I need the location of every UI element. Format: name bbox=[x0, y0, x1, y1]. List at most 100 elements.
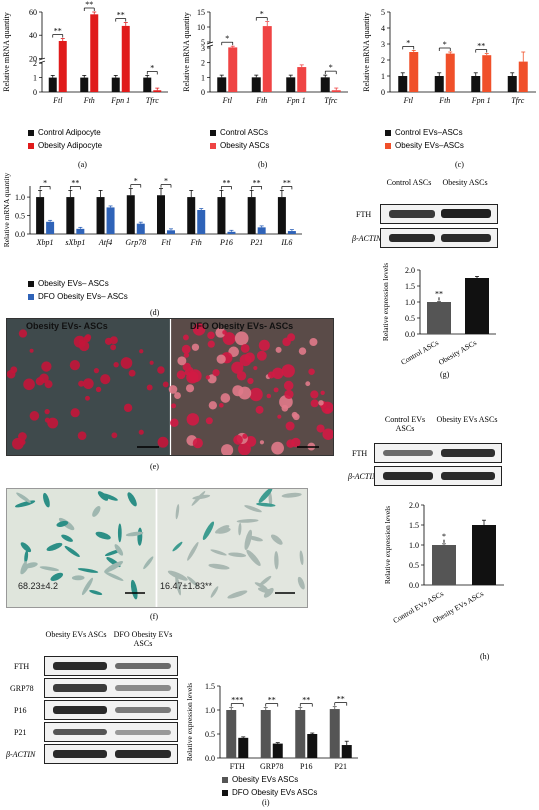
blot-i-actin-strip bbox=[44, 744, 178, 764]
y-axis-title: Relative mRNA quantity bbox=[2, 12, 11, 92]
band bbox=[441, 449, 495, 457]
senescent-cell bbox=[43, 492, 50, 508]
panel-label-b: (b) bbox=[258, 160, 268, 169]
bar bbox=[238, 737, 249, 758]
panel-label-e: (e) bbox=[150, 462, 159, 471]
lipid-droplet bbox=[275, 346, 282, 353]
legend-label: Control EVs–ASCs bbox=[395, 128, 463, 137]
y-tick-label: 2 bbox=[381, 56, 385, 65]
lipid-droplet bbox=[266, 393, 272, 399]
bar bbox=[96, 197, 105, 234]
senescent-cell bbox=[20, 542, 32, 553]
lipid-droplet bbox=[277, 414, 282, 419]
cell bbox=[254, 582, 268, 590]
significance-marker: * bbox=[260, 10, 264, 19]
bar bbox=[445, 53, 455, 92]
y-tick-label: 0.0 bbox=[15, 230, 25, 239]
y-tick-label: 3 bbox=[201, 44, 205, 53]
lipid-droplet bbox=[123, 403, 133, 413]
lipid-droplet bbox=[234, 331, 249, 346]
bar bbox=[143, 77, 152, 92]
blot-i-grp78-strip bbox=[44, 678, 178, 698]
lipid-droplet bbox=[273, 387, 279, 393]
x-tick-label: Control ASCs bbox=[399, 338, 440, 367]
blot-g-row1: FTH bbox=[356, 210, 372, 219]
x-tick-label: Ftl bbox=[403, 96, 414, 105]
cell bbox=[187, 542, 199, 561]
lipid-droplet bbox=[149, 360, 154, 365]
sa-bgal-micrograph bbox=[6, 488, 308, 608]
legend-a-obesity: Obesity Adipocyte bbox=[28, 141, 102, 150]
swatch bbox=[28, 142, 34, 149]
swatch bbox=[385, 129, 391, 136]
blot-h-actin-strip bbox=[374, 466, 502, 486]
cell bbox=[187, 576, 199, 587]
bar bbox=[48, 77, 57, 92]
legend-c-control: Control EVs–ASCs bbox=[385, 128, 463, 137]
axis-break bbox=[207, 43, 213, 46]
lipid-droplet bbox=[322, 428, 333, 440]
senescent-cell bbox=[61, 534, 73, 542]
cell bbox=[256, 502, 276, 507]
significance-marker: ** bbox=[337, 695, 345, 704]
band bbox=[383, 472, 433, 480]
panel-label-h: (h) bbox=[480, 652, 490, 661]
lipid-droplet bbox=[104, 337, 113, 345]
cell bbox=[227, 590, 248, 599]
senescent-cell bbox=[114, 544, 124, 556]
y-tick-label: 20 bbox=[29, 54, 37, 63]
blot-i-row-p21: P21 bbox=[14, 728, 27, 737]
bar bbox=[297, 67, 307, 92]
bar bbox=[217, 77, 227, 92]
bar bbox=[287, 231, 296, 234]
blot-i-fth-strip bbox=[44, 656, 178, 676]
lipid-droplet bbox=[44, 409, 50, 415]
y-tick-label: 0.5 bbox=[205, 730, 215, 739]
y-tick-label: 0 bbox=[201, 88, 205, 97]
x-tick-label: sXbp1 bbox=[65, 238, 85, 247]
senescent-cell bbox=[81, 577, 94, 596]
x-tick-label: P16 bbox=[219, 238, 233, 247]
x-tick-label: P16 bbox=[300, 762, 312, 771]
blot-h-row2: β-ACTIN bbox=[348, 472, 378, 481]
x-tick-label: Grp78 bbox=[125, 238, 146, 247]
lipid-droplet bbox=[83, 335, 91, 343]
y-tick-label: 15 bbox=[197, 8, 205, 17]
cell bbox=[228, 552, 247, 558]
lipid-droplet bbox=[78, 380, 85, 387]
bar bbox=[90, 14, 99, 92]
micro-right-bg bbox=[171, 319, 333, 455]
bar bbox=[471, 76, 481, 92]
swatch bbox=[28, 129, 34, 136]
bar bbox=[251, 77, 261, 92]
legend-i-dfo: DFO Obesity EVs ASCs bbox=[222, 788, 317, 797]
bar bbox=[76, 228, 85, 234]
y-tick-label: 0 bbox=[381, 88, 385, 97]
x-tick-label: Ftl bbox=[222, 96, 233, 105]
significance-marker: * bbox=[442, 532, 446, 541]
y-tick-label: 1 bbox=[33, 74, 37, 83]
bar bbox=[121, 25, 130, 93]
cell bbox=[299, 550, 304, 566]
bar bbox=[226, 710, 237, 758]
lipid-droplet bbox=[207, 340, 215, 348]
swatch bbox=[385, 142, 391, 149]
bar bbox=[482, 55, 492, 92]
cell bbox=[192, 494, 211, 500]
lipid-droplet bbox=[287, 333, 296, 342]
lipid-droplet bbox=[272, 367, 284, 380]
lipid-droplet bbox=[239, 354, 252, 367]
senescent-cell bbox=[100, 493, 118, 501]
significance-marker: * bbox=[225, 34, 229, 43]
bar bbox=[106, 207, 115, 234]
swatch bbox=[210, 129, 216, 136]
significance-marker: ** bbox=[283, 178, 291, 187]
axis-break-mark bbox=[206, 44, 214, 48]
senescent-cell bbox=[104, 561, 124, 573]
x-tick-label: GRP78 bbox=[260, 762, 284, 771]
senescent-cell bbox=[104, 571, 124, 581]
blot-i-row-grp78: GRP78 bbox=[10, 684, 34, 693]
senescent-cell bbox=[95, 531, 111, 540]
lipid-droplet bbox=[219, 403, 224, 408]
